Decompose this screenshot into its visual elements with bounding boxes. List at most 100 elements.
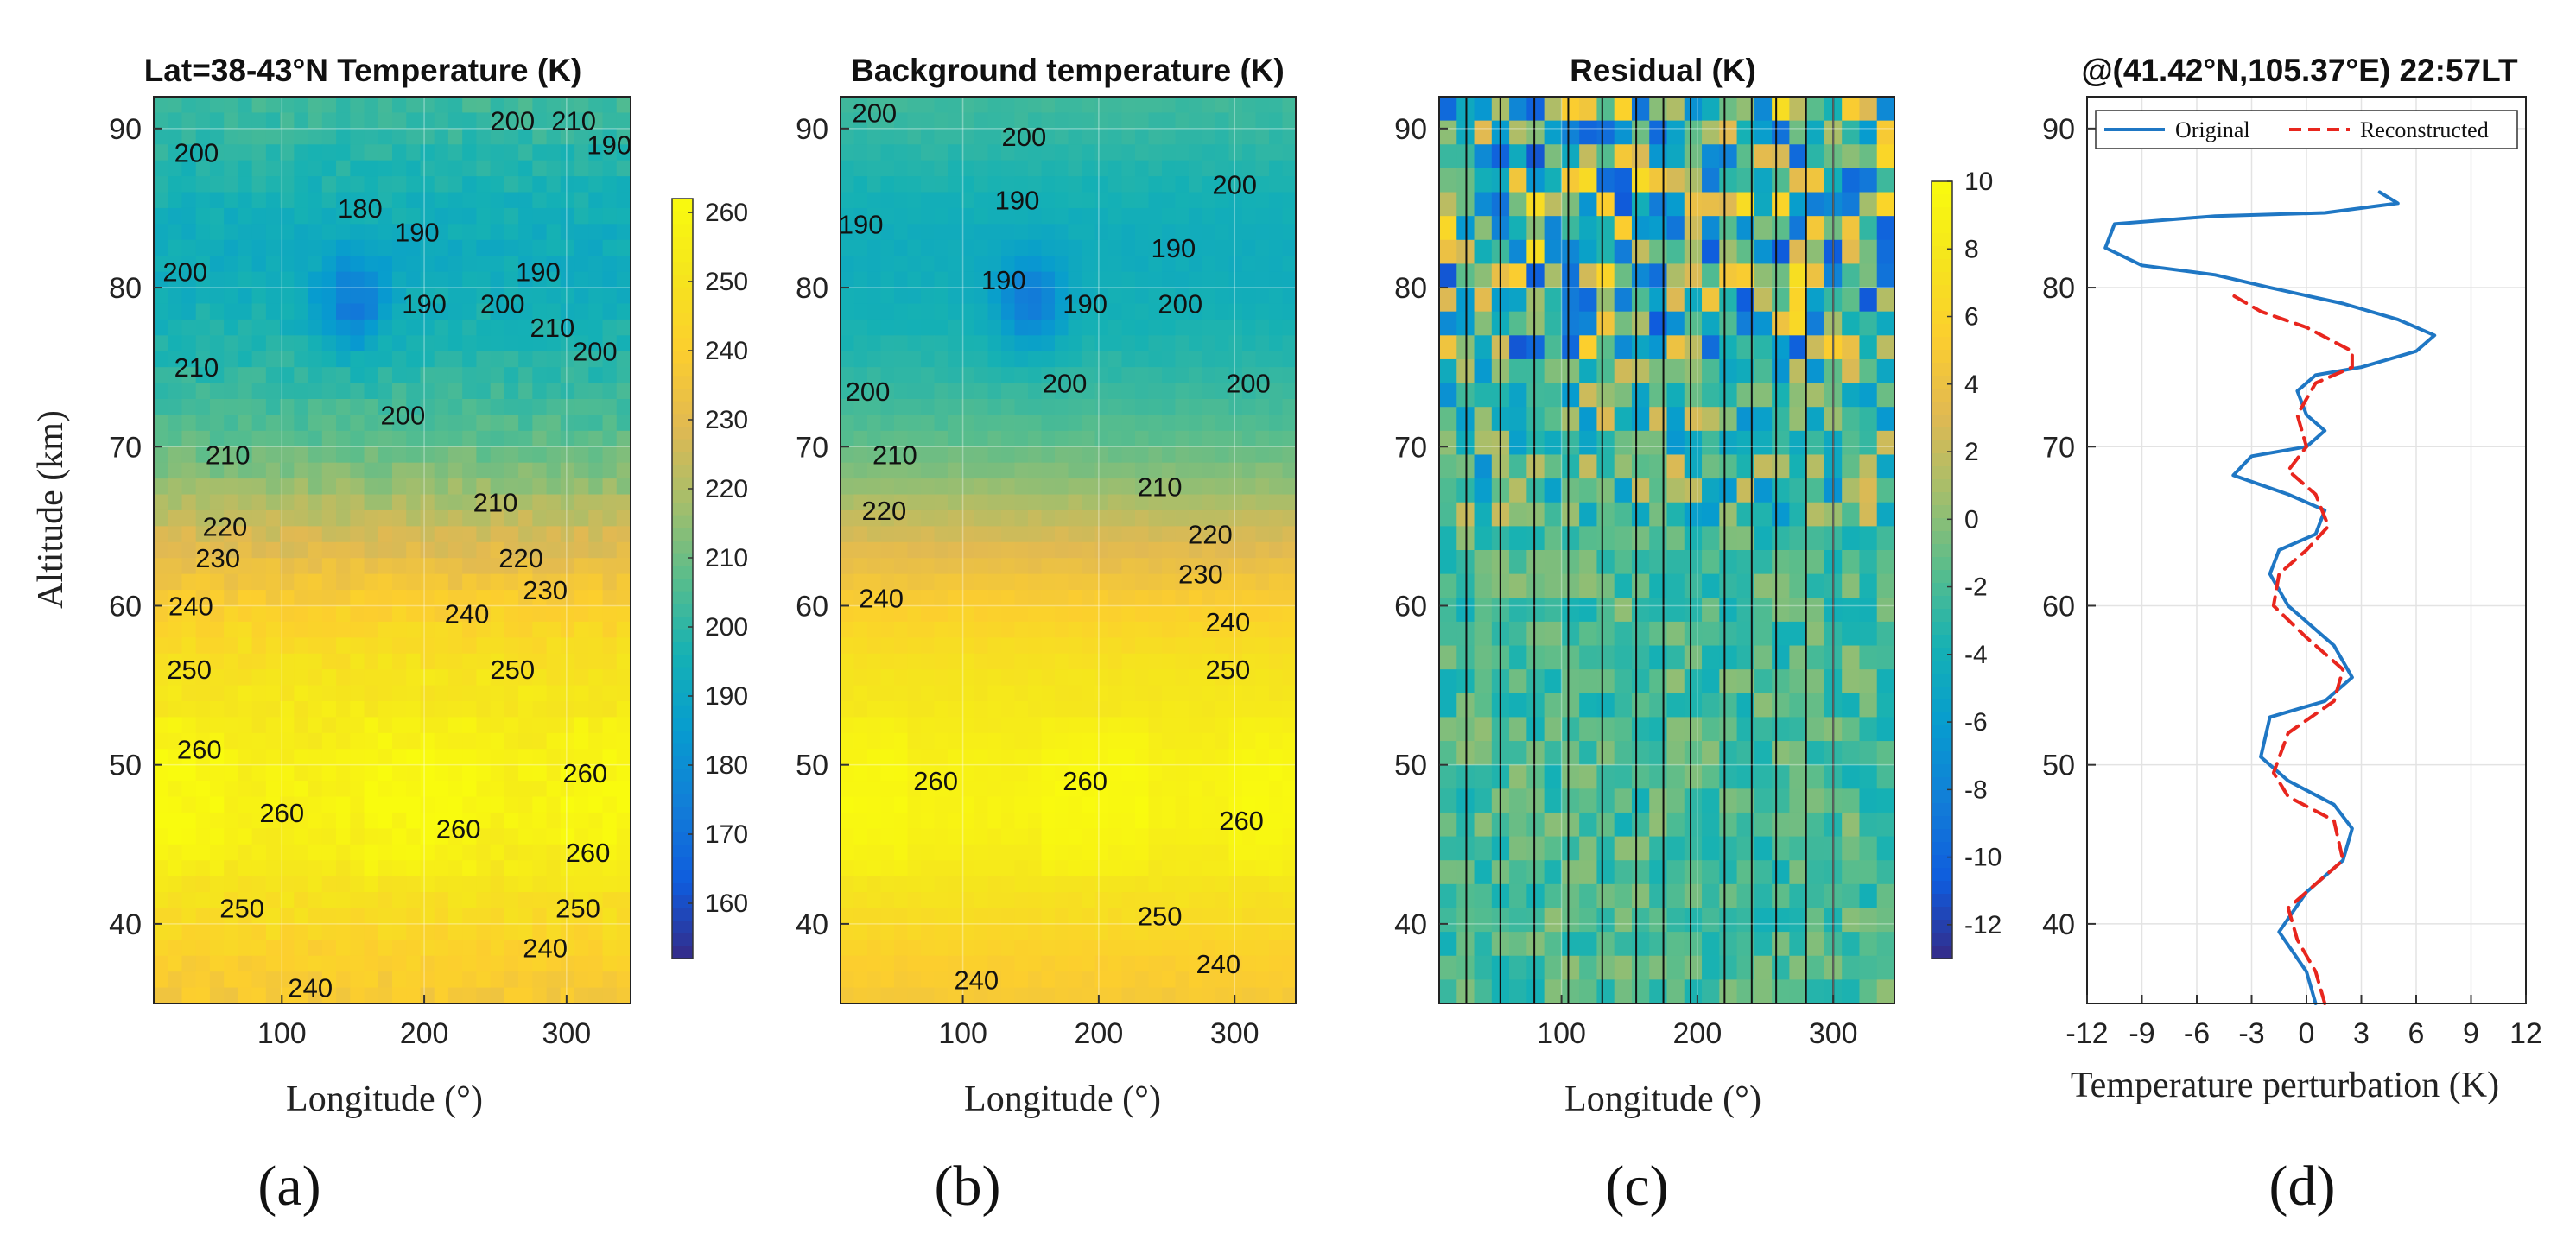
panel-a-heat-cell: [406, 876, 422, 893]
panel-c-heat-cell: [1526, 908, 1545, 933]
panel-b-heat-cell: [1068, 224, 1082, 241]
panel-b-heat-cell: [987, 335, 1002, 352]
panel-a-heat-cell: [350, 494, 365, 511]
panel-a-heat-cell: [406, 288, 422, 305]
panel-b-heat-cell: [880, 732, 895, 750]
panel-a-heat-cell: [350, 383, 365, 400]
panel-c-heat-cell: [1439, 216, 1457, 241]
panel-b-heat-cell: [1189, 144, 1203, 161]
panel-b-heat-cell: [1162, 494, 1177, 511]
panel-a-heat-cell: [588, 271, 604, 288]
panel-b-heat-cell: [1001, 97, 1016, 114]
panel-a-heat-cell: [336, 319, 351, 336]
panel-b-heat-cell: [1055, 494, 1069, 511]
panel-b-heat-cell: [921, 367, 936, 384]
panel-b-heat-cell: [1175, 685, 1190, 702]
panel-b-heat-cell: [907, 749, 922, 766]
panel-c-heat-cell: [1579, 192, 1598, 217]
panel-a-heat-cell: [504, 271, 519, 288]
panel-a-heat-cell: [447, 509, 463, 527]
panel-b-heat-cell: [841, 669, 855, 687]
panel-b-heat-cell: [934, 590, 949, 607]
panel-c-heat-cell: [1719, 311, 1738, 336]
panel-a-heat-cell: [462, 144, 478, 161]
panel-b-heat-cell: [894, 987, 909, 1004]
panel-a-heat-cell: [209, 796, 225, 813]
panel-a-heat-cell: [308, 303, 323, 320]
panel-b-heat-cell: [1082, 621, 1096, 638]
panel-b-heat-cell: [1162, 224, 1177, 241]
panel-a-heat-cell: [392, 239, 407, 256]
panel-b-heat-cell: [1001, 128, 1016, 145]
panel-b-heat-cell: [1108, 701, 1123, 718]
panel-b-heat-cell: [1014, 940, 1029, 957]
panel-a-heat-cell: [154, 987, 168, 1004]
panel-a-heat-cell: [420, 605, 435, 623]
panel-c-heat-cell: [1859, 478, 1878, 503]
panel-c-heat-cell: [1526, 430, 1545, 456]
panel-a-heat-cell: [224, 621, 239, 638]
panel-b-heat-cell: [853, 335, 868, 352]
panel-b-heat-cell: [1121, 590, 1136, 607]
panel-a-heat-cell: [265, 288, 281, 305]
panel-c-heat-cell: [1842, 454, 1861, 479]
panel-a-heat-cell: [336, 430, 351, 447]
panel-a-heat-cell: [490, 605, 505, 623]
panel-b-heat-cell: [1242, 271, 1257, 288]
panel-b-heat-cell: [1028, 399, 1043, 416]
panel-c-heat-cell: [1772, 550, 1790, 575]
panel-a-heat-cell: [504, 653, 519, 670]
panel-b-contour-label: 200: [852, 98, 897, 128]
panel-b-heat-cell: [841, 732, 855, 750]
panel-a-heat-cell: [574, 685, 589, 702]
panel-a-heat-cell: [209, 335, 225, 352]
panel-c-heat-cell: [1649, 239, 1668, 265]
panel-a-heat-cell: [476, 446, 492, 464]
panel-b-heat-cell: [1228, 112, 1243, 130]
panel-b-heat-cell: [1094, 764, 1109, 782]
panel-a-heat-cell: [308, 128, 323, 145]
panel-a-heat-cell: [476, 908, 492, 925]
panel-a-heat-cell: [224, 955, 239, 972]
panel-c-heat-cell: [1649, 550, 1668, 575]
panel-c-heat-cell: [1509, 502, 1527, 527]
panel-c-heat-cell: [1561, 383, 1580, 408]
panel-b-heat-cell: [1255, 653, 1270, 670]
panel-b-heat-cell: [934, 653, 949, 670]
panel-b-heat-cell: [1068, 908, 1082, 925]
panel-a-heat-cell: [434, 509, 449, 527]
panel-b-heat-cell: [1108, 288, 1123, 305]
panel-b-heat-cell: [853, 764, 868, 782]
panel-c-heat-cell: [1631, 669, 1650, 694]
panel-a-colorbar-label: 230: [705, 406, 748, 434]
panel-a-heat-cell: [490, 558, 505, 575]
panel-a-heat-cell: [616, 494, 631, 511]
panel-b-heat-cell: [961, 128, 975, 145]
panel-c-heat-cell: [1509, 883, 1527, 909]
panel-b-heat-cell: [1121, 224, 1136, 241]
panel-b-heat-cell: [1215, 494, 1230, 511]
panel-b-heat-cell: [1001, 701, 1016, 718]
panel-a-heat-cell: [588, 955, 604, 972]
panel-a-heat-cell: [490, 303, 505, 320]
panel-b-contour-label: 200: [1226, 369, 1271, 399]
panel-a-heat-cell: [560, 573, 575, 591]
panel-b-heat-cell: [1202, 160, 1216, 177]
panel-b-heat-cell: [1148, 509, 1163, 527]
panel-a-heat-cell: [364, 176, 379, 193]
panel-a-heat-cell: [532, 701, 548, 718]
panel-a-heat-cell: [378, 892, 393, 909]
panel-a-heat-cell: [504, 971, 519, 989]
panel-b-heat-cell: [961, 876, 975, 893]
panel-a-heat-cell: [321, 764, 337, 782]
panel-a-heat-cell: [350, 717, 365, 734]
panel-a-heat-cell: [321, 526, 337, 543]
panel-b-heat-cell: [867, 669, 882, 687]
panel-a-contour-label: 200: [174, 137, 219, 168]
panel-c-heat-cell: [1719, 860, 1738, 885]
panel-c-heat-cell: [1859, 407, 1878, 432]
panel-b-heat-cell: [907, 621, 922, 638]
panel-b-heat-cell: [841, 828, 855, 845]
panel-b-heat-cell: [1135, 685, 1150, 702]
panel-b-heat-cell: [961, 176, 975, 193]
